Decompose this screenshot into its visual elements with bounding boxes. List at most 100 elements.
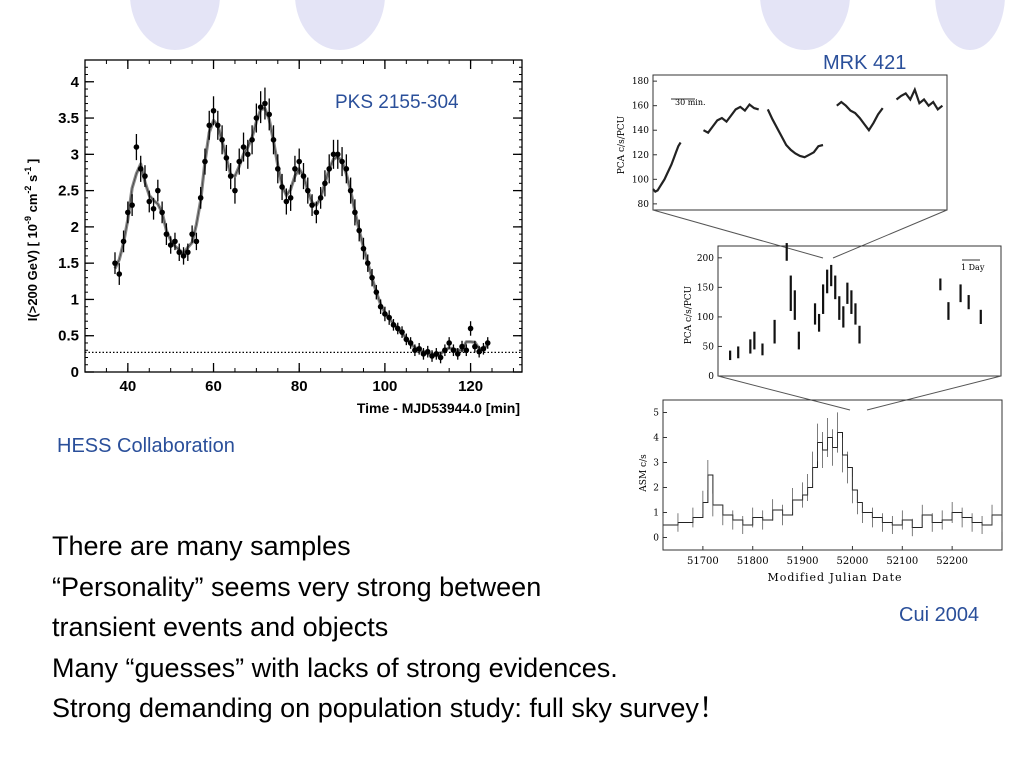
top-y-tick-label: 80: [638, 200, 650, 210]
top-y-tick-label: 180: [632, 77, 649, 87]
pks-data-point: [377, 303, 384, 310]
pks-data-point: [150, 205, 157, 212]
pks-data-point: [326, 166, 333, 172]
pks-data-point: [347, 187, 354, 194]
pks-x-tick-label: 40: [119, 378, 136, 395]
pks-data-point: [197, 195, 204, 201]
pks-data-point: [480, 345, 487, 352]
bottom-x-tick-label: 52200: [936, 556, 968, 567]
pks-data-point: [450, 347, 457, 354]
pks-data-point: [125, 209, 131, 216]
bottom-y-tick-label: 0: [653, 534, 659, 544]
pks-data-point: [412, 347, 418, 354]
pks-data-point: [339, 158, 345, 165]
pks-data-point: [146, 198, 153, 205]
pks-data-point: [129, 202, 135, 208]
pks-data-point: [467, 325, 474, 332]
middle-y-tick-label: 0: [708, 372, 714, 382]
pks-data-point: [394, 325, 401, 332]
pks-data-point: [253, 115, 260, 121]
pks-y-tick-label: 1: [71, 291, 79, 308]
middle-y-tick-label: 50: [703, 342, 715, 352]
pks-data-point: [287, 195, 294, 201]
pks-data-point: [300, 173, 307, 179]
zoom-connector: [866, 375, 1002, 411]
pks-data-point: [390, 322, 397, 328]
top-y-tick-label: 140: [632, 126, 649, 136]
pks-data-point: [155, 187, 161, 194]
pks-data-point: [292, 166, 298, 172]
mrk421-plot-area: 80 100 120 140 160 180 0 50 100 150 200 0 1 2 3 4 5 51700…: [632, 74, 1003, 567]
pks-data-point: [334, 151, 341, 158]
pks-data-point: [454, 351, 461, 357]
pks-data-point: [403, 336, 410, 343]
bullet-line: transient events and objects: [52, 612, 389, 642]
pks-y-tick-label: 2: [71, 219, 79, 236]
pks-ylabel-part: cm: [25, 194, 40, 216]
pks-data-point: [309, 202, 315, 208]
pks-data-point: [180, 253, 187, 259]
zoom-connector: [652, 209, 824, 259]
pks-data-point: [245, 151, 251, 158]
middle-panel-ylabel: PCA c/s/PCU: [684, 285, 694, 344]
middle-y-tick-label: 200: [697, 254, 714, 264]
pks-y-tick-label: 0: [71, 364, 79, 381]
middle-y-tick-label: 150: [697, 283, 714, 293]
pks-data-point: [227, 173, 234, 179]
bullet-line: Many “guesses” with lacks of strong evid…: [52, 652, 618, 683]
decorative-arc: [295, 0, 385, 50]
top-panel-frame: [652, 74, 948, 211]
pks-data-point: [484, 340, 491, 346]
bottom-x-tick-label: 51800: [737, 556, 769, 567]
pks-data-point: [215, 122, 221, 129]
pks-y-tick-label: 2.5: [58, 183, 79, 200]
pks-x-tick-label: 120: [458, 378, 483, 395]
pks-data-point: [429, 353, 435, 359]
pks-data-point: [120, 238, 127, 245]
pks-data-point: [416, 345, 422, 352]
bullet-line: There are many samples: [52, 531, 351, 561]
middle-panel-scale-label: 1 Day: [961, 263, 985, 272]
bottom-x-tick-label: 52000: [837, 556, 869, 567]
pks-data-point: [313, 209, 320, 216]
decorative-arc: [130, 0, 220, 50]
pks-x-tick-label: 80: [291, 378, 308, 395]
pks-y-tick-label: 4: [71, 74, 80, 91]
pks-data-point: [133, 144, 140, 150]
bottom-panel-frame: [662, 399, 1003, 551]
pks-data-point: [112, 260, 118, 266]
pks-frame: [84, 59, 523, 373]
pks-y-tick-label: 3.5: [58, 110, 79, 127]
pks-data-point: [266, 111, 273, 118]
pks-data-point: [279, 184, 285, 190]
decorative-arc: [935, 0, 1005, 50]
pks-fit-curve: [113, 106, 489, 358]
pks-y-tick-label: 1.5: [58, 255, 79, 272]
pks-data-point: [322, 180, 328, 187]
bullet-list: There are many samples “Personality” see…: [52, 526, 726, 729]
pks-ylabel-part: I(>200 GeV) [ 10: [25, 224, 40, 321]
bottom-y-tick-label: 1: [653, 509, 659, 519]
pks-data-point: [159, 209, 165, 216]
pks-data-point: [433, 351, 440, 357]
pks-x-tick-label: 100: [372, 378, 397, 395]
top-y-tick-label: 100: [632, 175, 649, 185]
pks-data-point: [193, 238, 200, 245]
pks-data-point: [116, 271, 123, 277]
pks-data-point: [382, 311, 388, 317]
pks-data-point: [343, 166, 350, 172]
cui-credit: Cui 2004: [899, 604, 980, 626]
pks-data-point: [240, 144, 247, 150]
pks-fit-curve-core: [114, 107, 488, 357]
pks-data-point: [176, 249, 183, 256]
pks-data-point: [219, 137, 225, 143]
pks-data-point: [236, 158, 243, 165]
pks-source-label: PKS 2155-304: [335, 92, 459, 113]
pks-data-point: [296, 158, 303, 165]
pks-data-point: [202, 158, 208, 165]
pks-data-point: [463, 347, 470, 354]
pks-data-point: [386, 314, 392, 321]
middle-y-tick-label: 100: [697, 313, 714, 323]
hess-credit: HESS Collaboration: [57, 435, 235, 457]
top-lightcurve-segment: [702, 102, 759, 135]
